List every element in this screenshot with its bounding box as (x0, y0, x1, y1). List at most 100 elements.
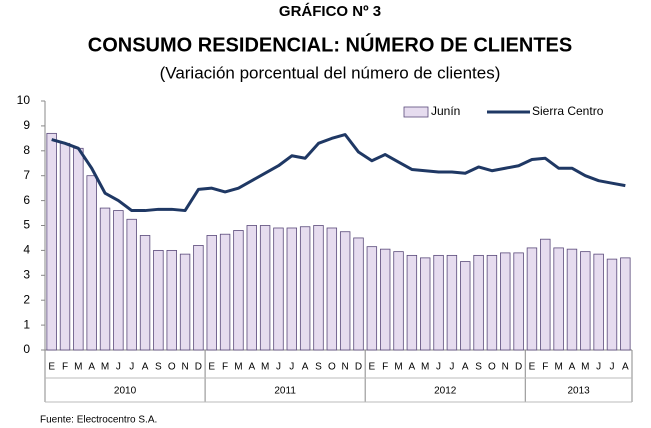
y-tick-label: 3 (23, 267, 30, 281)
bar (126, 218, 137, 351)
bar (500, 252, 511, 351)
bar (460, 261, 471, 351)
bar (86, 175, 97, 351)
x-tick-label: O (328, 362, 336, 373)
x-tick-label: J (596, 362, 601, 373)
x-tick-label: J (276, 362, 281, 373)
bar (206, 235, 217, 351)
x-tick-label: A (302, 362, 309, 373)
x-tick-label: D (515, 362, 522, 373)
y-tick-label: 9 (23, 118, 30, 132)
x-tick-label: F (382, 362, 388, 373)
bar (420, 257, 431, 351)
x-tick-label: M (554, 362, 562, 373)
line (51, 133, 626, 213)
x-tick-label: E (529, 362, 536, 373)
x-tick-label: J (436, 362, 441, 373)
x-tick-label: M (581, 362, 589, 373)
bar (593, 253, 604, 351)
x-tick-label: J (449, 362, 454, 373)
legend-label: Sierra Centro (532, 104, 604, 118)
y-tick-label: 5 (23, 218, 30, 232)
x-tick-label: E (369, 362, 376, 373)
bar (179, 253, 191, 351)
x-tick-label: D (355, 362, 362, 373)
y-tick-label: 4 (23, 243, 30, 257)
bar (259, 225, 271, 351)
y-tick-label: 7 (23, 168, 30, 182)
x-tick-label: F (62, 362, 68, 373)
year-label: 2010 (114, 386, 137, 397)
bar (46, 132, 57, 351)
x-tick-label: J (289, 362, 294, 373)
x-tick-label: M (421, 362, 429, 373)
bar (153, 249, 164, 351)
bar (99, 207, 111, 351)
bar (313, 225, 324, 351)
x-tick-label: A (462, 362, 469, 373)
x-tick-label: A (88, 362, 95, 373)
bar (446, 254, 458, 351)
bar (219, 233, 231, 351)
x-tick-label: A (409, 362, 416, 373)
bar (246, 225, 257, 351)
bar (233, 230, 244, 351)
chart-subtitle: CONSUMO RESIDENCIAL: NÚMERO DE CLIENTES (88, 32, 572, 56)
x-tick-label: S (315, 362, 322, 373)
x-tick-label: O (168, 362, 176, 373)
bar (606, 258, 618, 351)
bar (540, 238, 551, 351)
bar (139, 235, 151, 351)
year-label: 2012 (434, 386, 457, 397)
x-tick-label: O (488, 362, 496, 373)
bar (366, 246, 378, 351)
y-tick-label: 8 (23, 143, 30, 157)
chart-title: GRÁFICO Nº 3 (279, 3, 381, 20)
bar (273, 227, 284, 351)
source: Fuente: Electrocentro S.A. (40, 415, 157, 426)
x-tick-label: M (234, 362, 242, 373)
y-tick-label: 10 (17, 93, 31, 107)
x-tick-label: N (181, 362, 188, 373)
y-tick-label: 2 (23, 292, 30, 306)
x-tick-label: F (542, 362, 548, 373)
bar (193, 245, 204, 351)
bar (473, 254, 484, 351)
bar (486, 254, 498, 351)
bar (406, 254, 418, 351)
y-tick-label: 0 (23, 342, 30, 356)
y-tick-label: 1 (23, 317, 30, 331)
bar (353, 237, 364, 351)
x-tick-label: J (609, 362, 614, 373)
x-tick-label: F (222, 362, 228, 373)
x-tick-label: N (342, 362, 349, 373)
x-tick-label: J (129, 362, 134, 373)
x-tick-label: S (155, 362, 162, 373)
x-tick-label: S (475, 362, 482, 373)
x-tick-label: D (195, 362, 202, 373)
x-tick-label: M (394, 362, 402, 373)
bar (286, 227, 298, 351)
bar (339, 231, 351, 351)
bar (299, 226, 311, 351)
bar (620, 257, 631, 351)
bar (326, 227, 338, 351)
year-label: 2011 (274, 386, 296, 397)
x-tick-label: A (569, 362, 576, 373)
legend-swatch (403, 106, 429, 118)
bar (393, 251, 404, 351)
chart-subtitle: (Variación porcentual del número de clie… (160, 63, 501, 82)
y-tick-label: 6 (23, 193, 30, 207)
bar (526, 247, 538, 351)
bar (59, 142, 71, 351)
bar (73, 147, 84, 351)
bar (566, 248, 578, 351)
x-tick-label: J (116, 362, 121, 373)
bar (513, 252, 524, 351)
x-tick-label: M (261, 362, 269, 373)
x-tick-label: A (622, 362, 629, 373)
x-tick-label: N (502, 362, 509, 373)
bar (553, 247, 564, 351)
x-tick-label: A (142, 362, 149, 373)
